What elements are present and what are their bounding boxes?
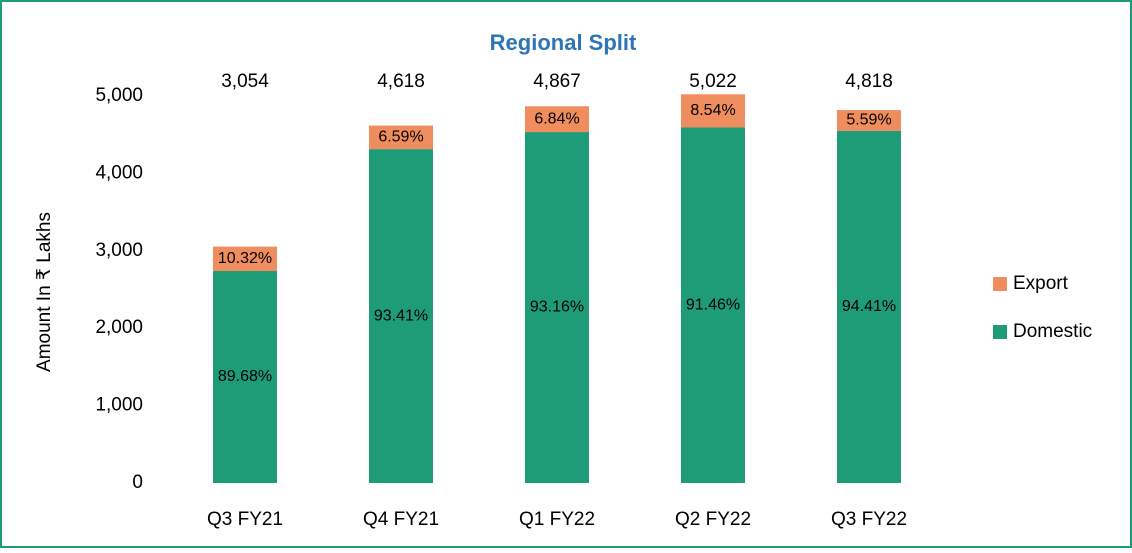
y-axis-title: Amount In ₹ Lakhs [34,212,55,372]
bar-segment [213,246,277,272]
bar-segment [369,149,433,483]
data-label: 6.84% [534,110,579,127]
total-label: 3,054 [221,71,269,92]
legend-swatch [993,325,1007,339]
legend-swatch [993,277,1007,291]
total-label: 4,818 [845,71,893,92]
total-label: 5,022 [689,71,737,92]
x-tick-label: Q2 FY22 [675,509,751,530]
y-tick-label: 2,000 [95,317,143,338]
bar-segment [837,110,901,131]
x-tick-label: Q1 FY22 [519,509,595,530]
legend-label: Domestic [1013,321,1092,342]
bar-segment [681,94,745,128]
bar-segment [369,125,433,150]
data-label: 10.32% [218,250,272,267]
chart-title: Regional Split [490,30,637,55]
total-label: 4,618 [377,71,425,92]
x-tick-label: Q4 FY21 [363,509,439,530]
data-label: 6.59% [378,129,423,146]
bar-segment [525,132,589,483]
data-label: 5.59% [846,112,891,129]
y-tick-label: 5,000 [95,85,143,106]
y-tick-label: 3,000 [95,240,143,261]
x-tick-label: Q3 FY22 [831,509,907,530]
bar-segment [681,127,745,483]
data-label: 94.41% [842,298,896,315]
x-tick-label: Q3 FY21 [207,509,283,530]
data-label: 91.46% [686,296,740,313]
total-label: 4,867 [533,71,581,92]
data-label: 89.68% [218,368,272,385]
y-tick-label: 0 [132,472,143,493]
bar-segment [213,271,277,483]
y-tick-label: 1,000 [95,395,143,416]
data-label: 93.41% [374,307,428,324]
bar-segment [525,106,589,133]
bar-segment [837,130,901,483]
data-label: 8.54% [690,102,735,119]
data-label: 93.16% [530,299,584,316]
y-tick-label: 4,000 [95,162,143,183]
legend-label: Export [1013,273,1069,294]
